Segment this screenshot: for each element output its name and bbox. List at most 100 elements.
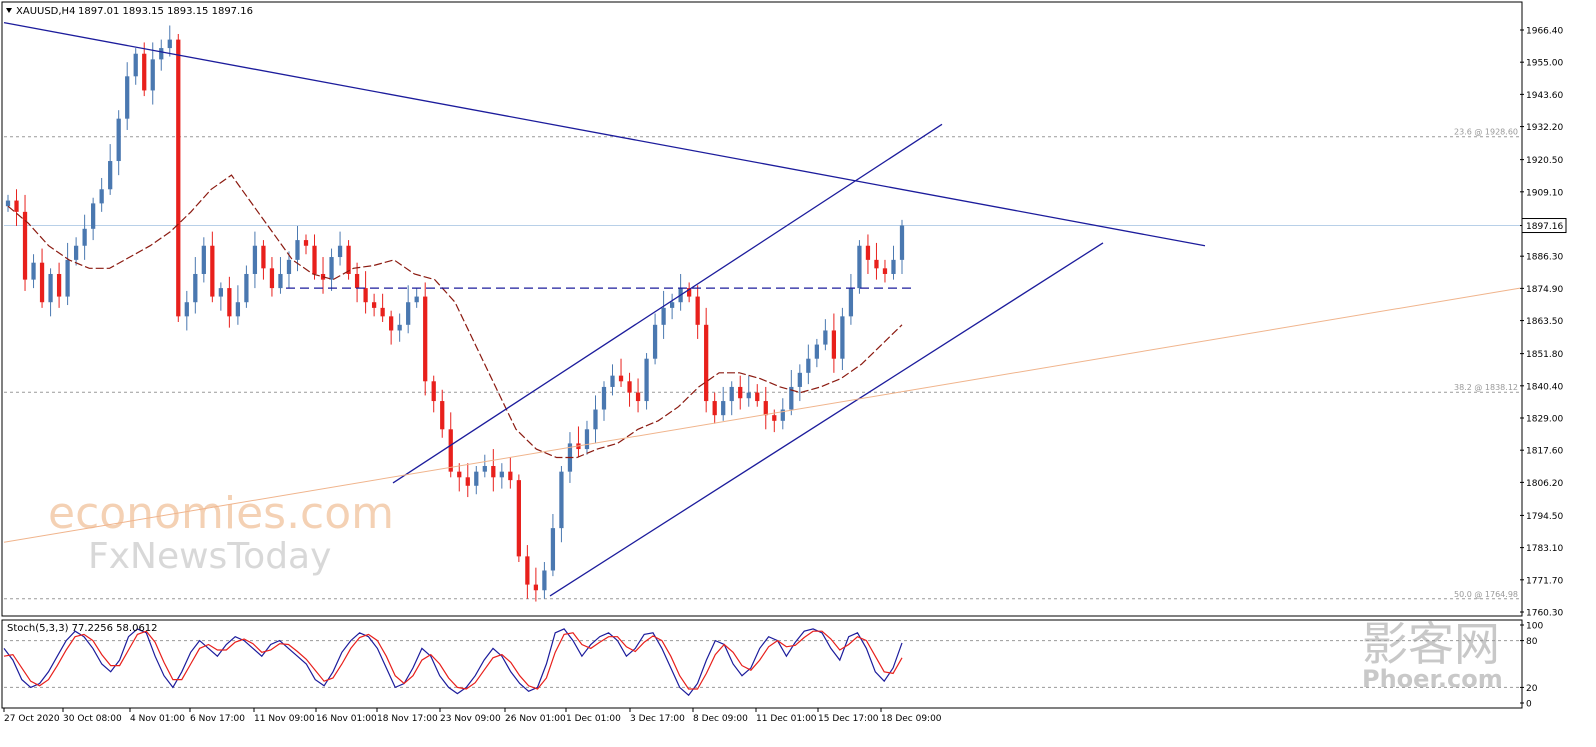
y-tick-label: 1771.70 (1526, 576, 1563, 586)
x-tick-label: 1 Dec 01:00 (566, 714, 621, 724)
x-tick-label: 26 Nov 01:00 (505, 714, 566, 724)
candle-body (303, 240, 309, 246)
x-tick-label: 15 Dec 17:00 (818, 714, 879, 724)
trendline (392, 123, 943, 484)
candle-body (380, 307, 385, 317)
trendline (3, 22, 1206, 247)
y-tick-label: 1760.30 (1526, 609, 1563, 619)
current-price-tag (1521, 218, 1567, 234)
candle-body (721, 401, 726, 416)
candle-body (823, 330, 828, 345)
candle-body (669, 302, 675, 308)
candle-body (891, 259, 896, 274)
candle-body (235, 302, 241, 317)
candle-body (848, 288, 854, 317)
header-dropdown-icon[interactable] (6, 8, 12, 13)
candle-body (746, 392, 751, 399)
candle-body (389, 316, 394, 331)
candle-body (397, 324, 402, 331)
x-tick-label: 8 Dec 09:00 (693, 714, 748, 724)
x-tick-label: 18 Nov 17:00 (377, 714, 438, 724)
candle-body (516, 480, 521, 557)
candle-body (423, 296, 428, 382)
candle-body (882, 268, 888, 274)
candle-body (704, 324, 709, 402)
candle-body (533, 584, 539, 591)
candle-body (814, 344, 819, 359)
candle-body (652, 324, 658, 359)
x-tick-label: 11 Dec 01:00 (756, 714, 817, 724)
watermark-economies: economies.com (48, 488, 394, 539)
candle-body (755, 392, 760, 402)
moving-average-line (7, 174, 903, 459)
x-tick-label: 4 Nov 01:00 (130, 714, 185, 724)
candle-body (550, 528, 556, 571)
candle-body (440, 401, 445, 430)
x-tick-label: 23 Nov 09:00 (440, 714, 501, 724)
candle-body (210, 245, 215, 297)
candle-body (414, 296, 419, 303)
y-tick-label: 1817.60 (1526, 447, 1563, 457)
candle-body (142, 53, 147, 91)
candle-body (431, 381, 436, 402)
candle-body (295, 240, 300, 260)
candle-body (618, 375, 624, 382)
watermark-cn-logo: 影客网 (1362, 617, 1500, 671)
long-term-support-line (3, 287, 1521, 543)
candle-body (738, 386, 743, 399)
x-tick-label: 6 Nov 17:00 (190, 714, 245, 724)
candle-body (874, 259, 879, 269)
candle-body (244, 273, 249, 303)
x-tick-label: 11 Nov 09:00 (254, 714, 315, 724)
candle-body (82, 228, 87, 246)
candle-body (99, 189, 104, 204)
candle-body (448, 429, 453, 472)
header-symbol: XAUUSD,H4 (16, 6, 75, 17)
candle-body (899, 225, 905, 260)
candle-body (610, 375, 615, 387)
y-tick-label: 1886.30 (1526, 253, 1563, 263)
candle-body (542, 570, 547, 591)
candle-body (227, 288, 232, 317)
candle-body (363, 288, 368, 303)
candle-body (865, 245, 871, 260)
x-tick-label: 16 Nov 01:00 (316, 714, 377, 724)
y-tick-label: 1955.00 (1526, 59, 1563, 69)
candle-body (763, 401, 768, 416)
stoch-panel-frame (1, 619, 1523, 709)
watermark-cn-domain: Phoer.com (1362, 665, 1503, 693)
candle-body (857, 245, 862, 289)
fib-level-label: 50.0 @ 1764.98 (1454, 590, 1518, 599)
candle-body (354, 273, 360, 289)
candle-body (687, 288, 692, 297)
candle-body (780, 409, 785, 421)
header-ohlc: 1897.01 1893.15 1893.15 1897.16 (78, 6, 253, 17)
stoch-y-tick-label: 80 (1526, 637, 1538, 647)
candle-body (48, 273, 53, 303)
candle-body (14, 200, 19, 212)
fib-level-label: 38.2 @ 1838.12 (1454, 383, 1518, 392)
candle-body (482, 466, 487, 472)
candle-body (133, 53, 138, 77)
candle-body (167, 39, 172, 49)
candle-body (73, 245, 79, 260)
candle-body (465, 477, 470, 486)
candle-body (56, 273, 62, 297)
x-tick-label: 18 Dec 09:00 (881, 714, 942, 724)
stoch-y-tick-label: 20 (1526, 684, 1538, 694)
candle-body (797, 372, 802, 387)
stoch-main-line (3, 628, 903, 697)
y-tick-label: 1806.20 (1526, 479, 1563, 489)
candle-body (346, 245, 351, 274)
candle-body (329, 257, 334, 280)
y-tick-label: 1932.20 (1526, 123, 1563, 133)
watermark-fxnewstoday: FxNewsToday (88, 536, 331, 577)
candle-body (508, 471, 513, 481)
candle-body (584, 429, 590, 450)
candle-body (729, 386, 734, 402)
y-tick-label: 1909.10 (1526, 188, 1563, 198)
candle-body (184, 302, 189, 317)
candle-body (201, 245, 206, 274)
